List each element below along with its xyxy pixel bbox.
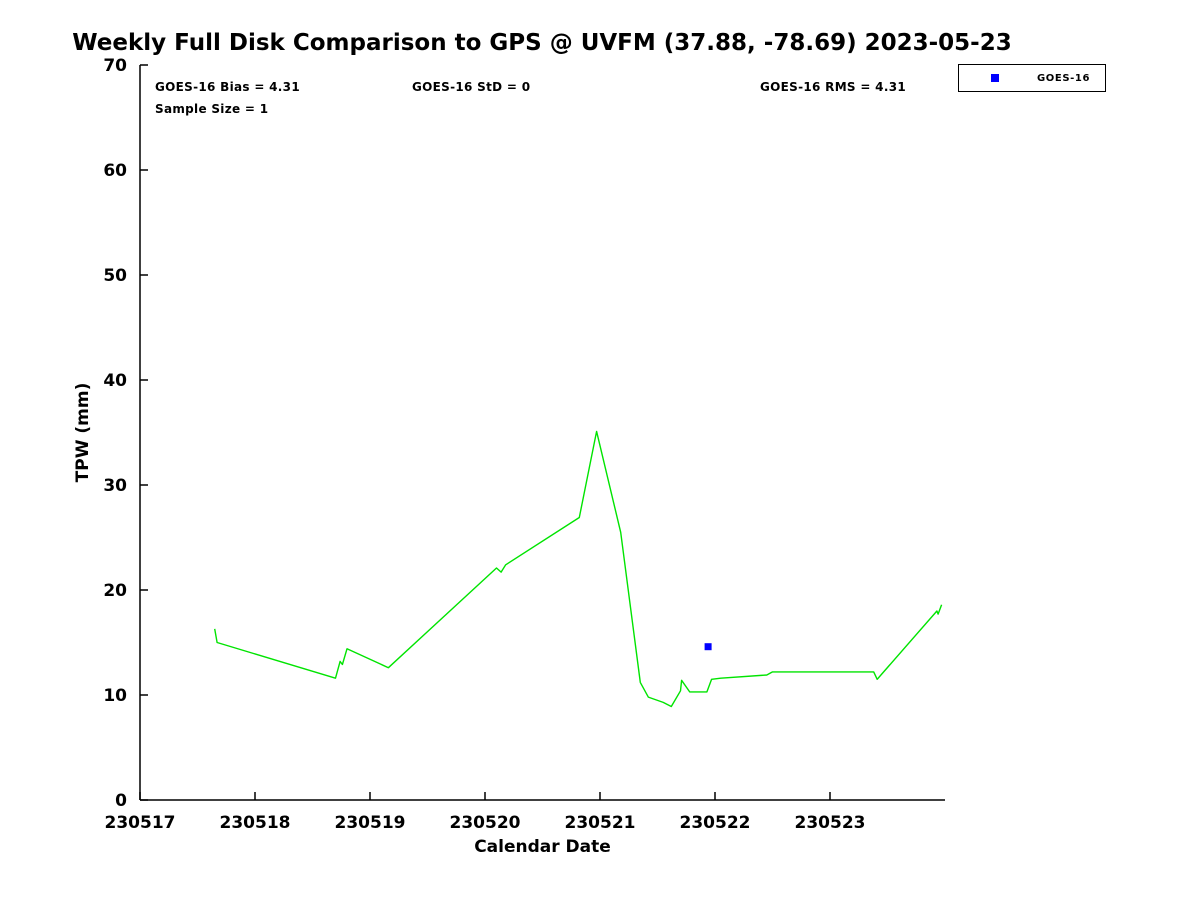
y-tick-label: 70 [103,56,127,76]
series-marker-goes-16 [704,643,712,651]
annotation-bias: GOES-16 Bias = 4.31 [155,80,300,94]
y-tick-label: 30 [103,476,127,496]
x-tick-label: 230522 [680,813,751,833]
chart-title: Weekly Full Disk Comparison to GPS @ UVF… [72,30,1012,56]
y-tick-label: 0 [115,791,127,811]
y-tick-label: 40 [103,371,127,391]
y-tick-label: 10 [103,686,127,706]
x-tick-label: 230519 [335,813,406,833]
x-tick-label: 230517 [105,813,176,833]
y-tick-label: 50 [103,266,127,286]
y-tick-label: 20 [103,581,127,601]
annotation-sample-size: Sample Size = 1 [155,102,269,116]
x-tick-label: 230523 [795,813,866,833]
series-line-gps-tpw [214,430,943,708]
x-tick-label: 230520 [450,813,521,833]
y-axis-label: TPW (mm) [73,383,93,483]
x-tick-label: 230521 [565,813,636,833]
x-tick-label: 230518 [220,813,291,833]
legend-label: GOES-16 [1037,72,1091,84]
x-axis-label: Calendar Date [474,837,611,857]
annotation-rms: GOES-16 RMS = 4.31 [760,80,906,94]
y-tick-label: 60 [103,161,127,181]
legend: GOES-16 [958,64,1106,92]
annotation-std: GOES-16 StD = 0 [412,80,531,94]
legend-square-marker-icon [991,74,999,82]
